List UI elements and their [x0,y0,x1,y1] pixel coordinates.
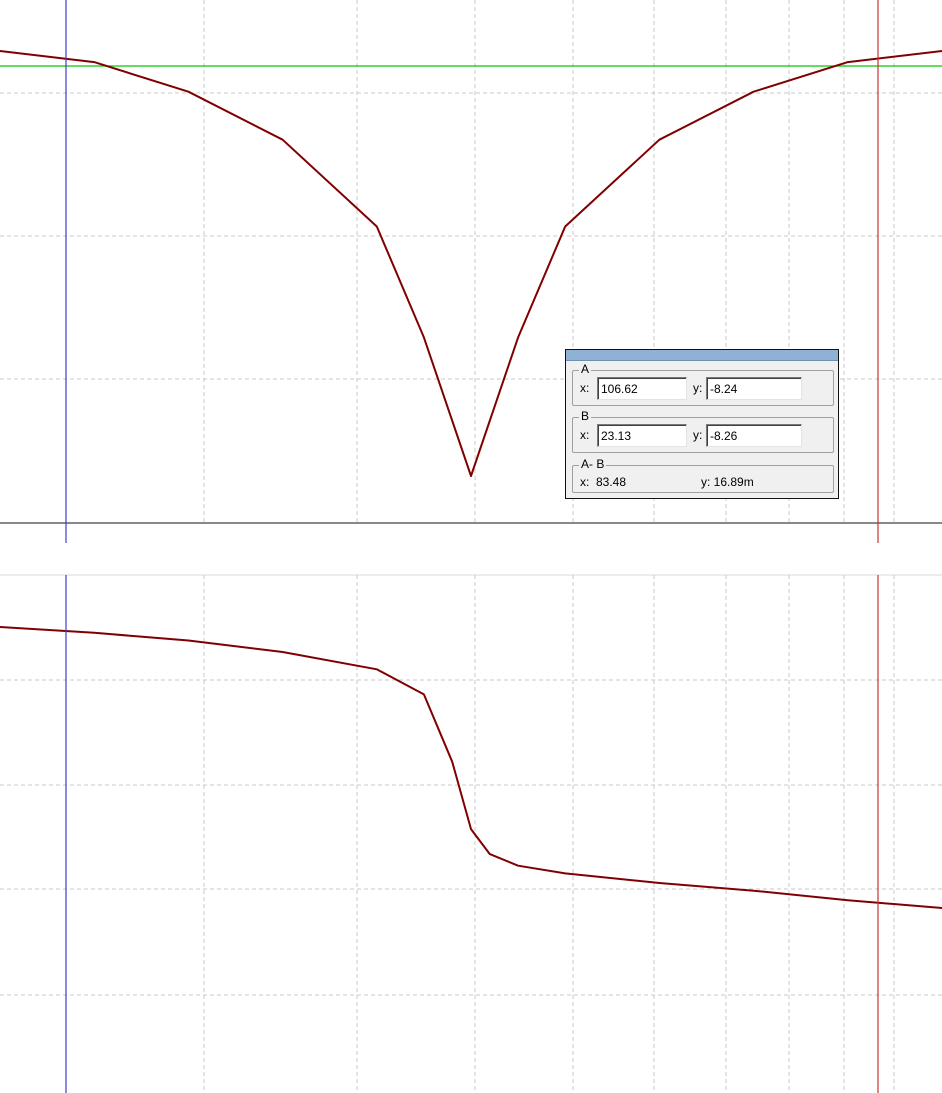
cursor-b-y-field[interactable] [706,424,802,447]
cursor-a-label: A [579,362,592,376]
cursor-a-x-field[interactable] [597,377,687,400]
magnitude-plot [0,0,942,524]
cursor-b-x-field[interactable] [597,424,687,447]
cursor-a-group: A x: y: [572,363,834,406]
phase-trace [0,626,942,909]
cursor-b-x-label: x: [580,428,590,442]
cursor-a-y-label: y: [693,381,703,395]
cursor-readout-panel[interactable]: A x: y: B x: y: A- B x: 83.48 y: 16.89m [565,349,839,499]
phase-plot [0,574,942,1093]
cursor-a-x-label: x: [580,381,590,395]
cursor-difference-group: A- B x: 83.48 y: 16.89m [572,458,834,493]
cursor-difference-label: A- B [579,457,607,471]
cursor-b-y-label: y: [693,428,703,442]
cursor-difference-y: y: 16.89m [701,475,754,489]
cursor-b-label: B [579,409,592,423]
cursor-difference-x: x: 83.48 [580,475,627,489]
readout-title-bar[interactable] [566,350,838,361]
cursor-a-y-field[interactable] [706,377,802,400]
magnitude-trace [0,50,942,477]
cursor-b-group: B x: y: [572,410,834,453]
